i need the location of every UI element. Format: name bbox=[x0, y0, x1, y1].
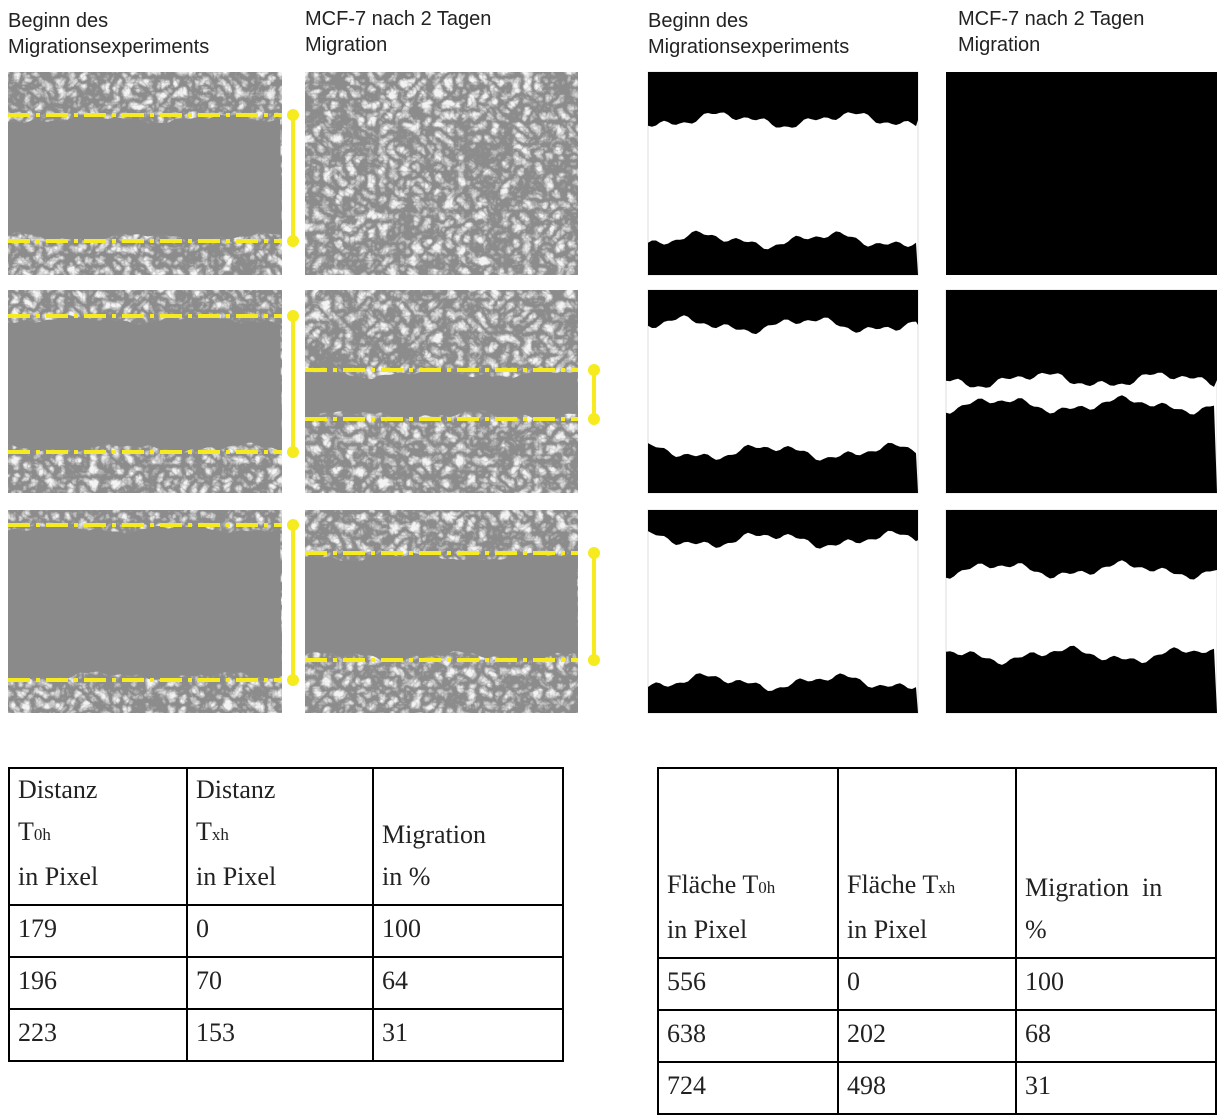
scratch-gap bbox=[8, 314, 282, 454]
distance-end bbox=[287, 519, 299, 531]
mask-image bbox=[946, 72, 1217, 275]
subscript: xh bbox=[211, 825, 229, 844]
column-header: Beginn des Migrationsexperiments bbox=[8, 8, 209, 60]
header-line: Fläche T0h bbox=[667, 864, 829, 909]
header-line: Beginn des bbox=[8, 10, 109, 32]
cell-texture bbox=[305, 72, 578, 275]
data-cell: 638 bbox=[657, 1009, 839, 1063]
data-row: 223 153 31 bbox=[8, 1008, 564, 1062]
data-row: 196 70 64 bbox=[8, 956, 564, 1010]
header-text: T bbox=[18, 817, 34, 846]
mask-bottom bbox=[648, 230, 918, 275]
data-cell: 64 bbox=[372, 956, 564, 1010]
subscript: 0h bbox=[758, 878, 776, 897]
data-cell: 153 bbox=[186, 1008, 374, 1062]
subscript: xh bbox=[938, 878, 956, 897]
mask-bottom bbox=[946, 395, 1217, 493]
distance-table: Distanz T0h in Pixel Distanz Txh in Pixel Mi… bbox=[8, 767, 564, 1062]
area-table: Fläche T0h in Pixel Fläche Txh in Pixel Mi… bbox=[657, 767, 1217, 1115]
header-line: in Pixel bbox=[667, 915, 748, 944]
data-cell: 31 bbox=[1015, 1061, 1217, 1115]
data-cell: 724 bbox=[657, 1061, 839, 1115]
column-header: Beginn des Migrationsexperiments bbox=[648, 8, 849, 60]
data-cell: 68 bbox=[1015, 1009, 1217, 1063]
header-cell: Migration in % bbox=[372, 767, 564, 906]
data-row: 724 498 31 bbox=[657, 1061, 1217, 1115]
data-cell: 498 bbox=[837, 1061, 1017, 1115]
data-cell: 100 bbox=[1015, 957, 1217, 1011]
image-grid bbox=[8, 71, 1217, 714]
header-cell: Migration in% bbox=[1015, 767, 1217, 959]
header-line: in Pixel bbox=[847, 915, 928, 944]
mask-top bbox=[946, 510, 1217, 580]
scratch-gap bbox=[8, 523, 282, 681]
data-cell: 179 bbox=[8, 904, 188, 958]
header-line: Beginn des bbox=[648, 10, 749, 32]
mask-bottom bbox=[648, 673, 918, 713]
distance-end bbox=[287, 310, 299, 322]
mask-top bbox=[648, 72, 918, 128]
data-cell: 0 bbox=[837, 957, 1017, 1011]
distance-end bbox=[287, 235, 299, 247]
header-row: Distanz T0h in Pixel Distanz Txh in Pixel Mi… bbox=[8, 767, 564, 906]
header-line: Migration bbox=[958, 34, 1041, 56]
distance-end bbox=[287, 674, 299, 686]
distance-end bbox=[588, 364, 600, 376]
distance-end bbox=[588, 654, 600, 666]
distance-end bbox=[588, 413, 600, 425]
header-line: MCF-7 nach 2 Tagen bbox=[305, 8, 492, 30]
header-cell: Fläche Txh in Pixel bbox=[837, 767, 1017, 959]
data-cell: 31 bbox=[372, 1008, 564, 1062]
distance-end bbox=[287, 446, 299, 458]
header-line: Distanz bbox=[18, 775, 98, 804]
data-cell: 196 bbox=[8, 956, 188, 1010]
data-row: 638 202 68 bbox=[657, 1009, 1217, 1063]
header-line: Migration in bbox=[1025, 873, 1163, 902]
header-line: Fläche Txh bbox=[847, 864, 1007, 909]
header-line: in Pixel bbox=[196, 862, 277, 891]
header-cell: Distanz T0h in Pixel bbox=[8, 767, 188, 906]
data-cell: 556 bbox=[657, 957, 839, 1011]
mask-top bbox=[946, 290, 1217, 388]
scratch-gap bbox=[8, 114, 282, 242]
header-text: T bbox=[196, 817, 212, 846]
header-line: in Pixel bbox=[18, 862, 99, 891]
header-cell: Distanz Txh in Pixel bbox=[186, 767, 374, 906]
header-row: Fläche T0h in Pixel Fläche Txh in Pixel Mi… bbox=[657, 767, 1217, 959]
column-header: MCF-7 nach 2 Tagen Migration bbox=[305, 6, 491, 58]
distance-end bbox=[588, 547, 600, 559]
subscript: 0h bbox=[33, 825, 51, 844]
distance-end bbox=[287, 109, 299, 121]
header-line: Migrationsexperiments bbox=[8, 36, 210, 58]
header-line: Distanz bbox=[196, 775, 276, 804]
data-cell: 100 bbox=[372, 904, 564, 958]
data-cell: 70 bbox=[186, 956, 374, 1010]
mask-top bbox=[648, 290, 918, 335]
header-text: Fläche T bbox=[847, 870, 939, 899]
header-line: Migrationsexperiments bbox=[648, 36, 850, 58]
header-line: Txh bbox=[196, 811, 364, 856]
data-cell: 202 bbox=[837, 1009, 1017, 1063]
scratch-gap bbox=[305, 368, 578, 420]
mask-bottom bbox=[648, 442, 918, 493]
header-line: Migration bbox=[382, 820, 486, 849]
data-row: 179 0 100 bbox=[8, 904, 564, 958]
header-line: in % bbox=[382, 862, 431, 891]
header-line: Migration bbox=[305, 34, 388, 56]
header-line: % bbox=[1025, 915, 1047, 944]
header-line: T0h bbox=[18, 811, 178, 856]
mask-top bbox=[648, 510, 918, 549]
column-header: MCF-7 nach 2 Tagen Migration bbox=[958, 6, 1144, 58]
data-cell: 0 bbox=[186, 904, 374, 958]
header-text: Fläche T bbox=[667, 870, 759, 899]
header-cell: Fläche T0h in Pixel bbox=[657, 767, 839, 959]
scratch-gap bbox=[305, 552, 578, 661]
data-cell: 223 bbox=[8, 1008, 188, 1062]
mask-bottom bbox=[946, 645, 1217, 713]
header-line: MCF-7 nach 2 Tagen bbox=[958, 8, 1145, 30]
data-row: 556 0 100 bbox=[657, 957, 1217, 1011]
